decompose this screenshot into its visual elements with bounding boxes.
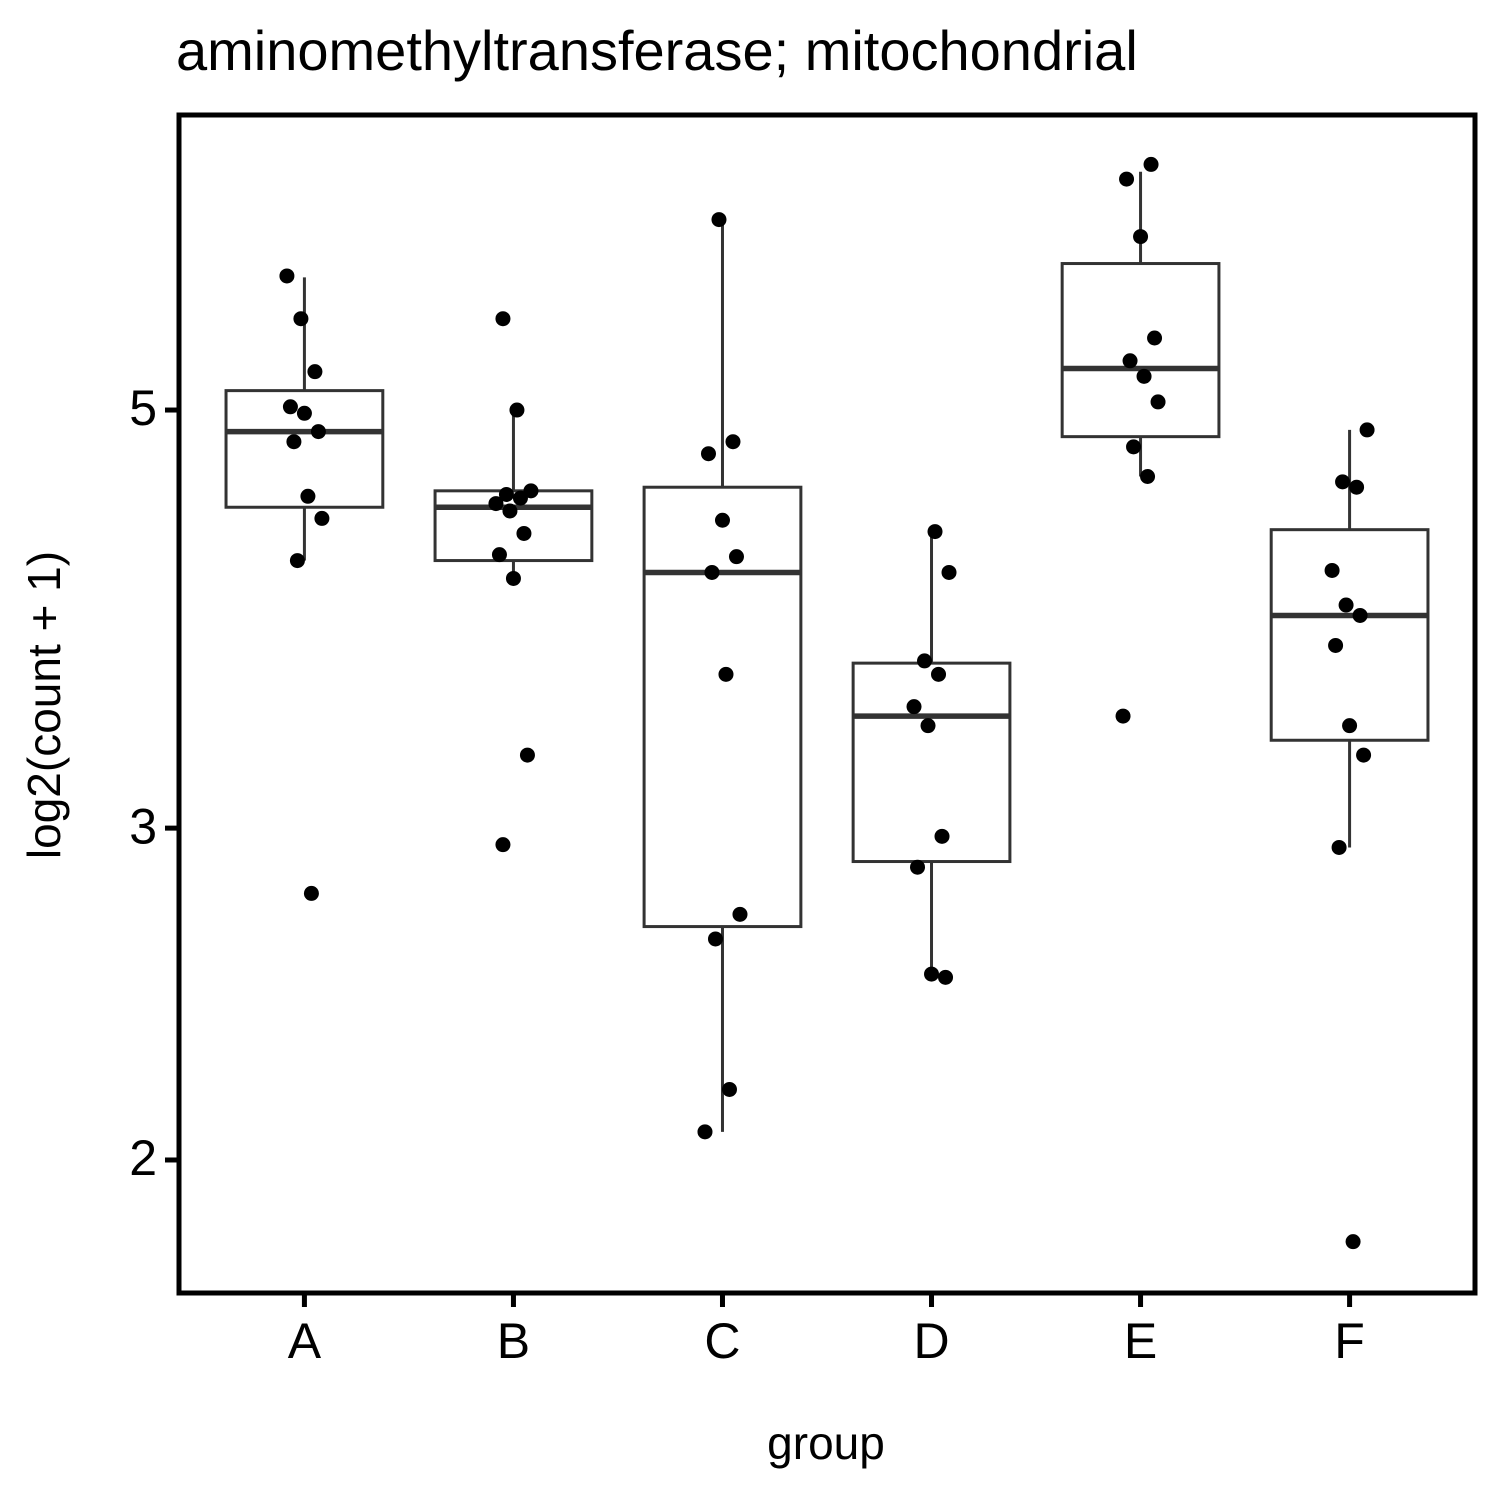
data-point — [1115, 708, 1131, 724]
data-point — [718, 666, 734, 682]
data-point — [910, 859, 926, 875]
data-point — [286, 434, 302, 450]
plot-border — [176, 112, 1478, 1296]
data-point — [1352, 607, 1368, 623]
data-point — [495, 311, 511, 327]
data-point — [1136, 368, 1152, 384]
data-point — [1345, 1234, 1361, 1250]
data-point — [931, 666, 947, 682]
y-tick-label: 3 — [129, 798, 157, 854]
data-point — [488, 496, 504, 512]
data-point — [1328, 637, 1344, 653]
data-point — [289, 553, 305, 569]
data-point — [1359, 422, 1375, 438]
data-point — [707, 931, 723, 947]
data-point — [512, 490, 528, 506]
y-tick-label: 2 — [129, 1130, 157, 1186]
data-point — [732, 906, 748, 922]
data-point — [714, 512, 730, 528]
data-point — [1126, 439, 1142, 455]
x-tick-label: D — [913, 1313, 949, 1369]
data-point — [1140, 468, 1156, 484]
data-point — [934, 828, 950, 844]
data-point — [728, 549, 744, 565]
data-point — [1147, 330, 1163, 346]
data-point — [700, 446, 716, 462]
data-point — [1335, 474, 1351, 490]
box — [1060, 262, 1221, 439]
data-point — [941, 564, 957, 580]
data-point — [310, 424, 326, 440]
x-axis-label: group — [767, 1417, 885, 1469]
data-point — [1356, 747, 1372, 763]
data-point — [1119, 171, 1135, 187]
box — [433, 489, 594, 563]
data-point — [314, 510, 330, 526]
data-point — [502, 503, 518, 519]
data-point — [920, 718, 936, 734]
box — [1269, 528, 1430, 742]
chart-title: aminomethyltransferase; mitochondrial — [176, 19, 1138, 82]
data-point — [498, 486, 514, 502]
x-tick-label: E — [1124, 1313, 1157, 1369]
data-point — [697, 1124, 713, 1140]
y-tick-label: 5 — [129, 380, 157, 436]
data-point — [509, 402, 525, 418]
x-tick-label: B — [497, 1313, 530, 1369]
data-point — [927, 524, 943, 540]
data-point — [516, 525, 532, 541]
x-tick-label: C — [704, 1313, 740, 1369]
y-axis-label: log2(count + 1) — [18, 551, 70, 859]
data-point — [293, 311, 309, 327]
x-tick-label: F — [1334, 1313, 1365, 1369]
data-point — [721, 1081, 737, 1097]
data-point — [711, 212, 727, 228]
data-point — [505, 570, 521, 586]
data-point — [491, 547, 507, 563]
data-point — [1133, 229, 1149, 245]
data-point — [917, 653, 933, 669]
data-point — [924, 966, 940, 982]
data-point — [906, 699, 922, 715]
data-point — [704, 564, 720, 580]
box — [851, 661, 1012, 864]
data-point — [1331, 839, 1347, 855]
data-point — [1324, 562, 1340, 578]
box — [642, 485, 803, 929]
data-point — [303, 885, 319, 901]
data-point — [300, 488, 316, 504]
data-point — [1349, 479, 1365, 495]
data-point — [1143, 156, 1159, 172]
data-point — [279, 268, 295, 284]
x-tick-label: A — [288, 1313, 322, 1369]
data-point — [938, 969, 954, 985]
data-point — [296, 405, 312, 421]
data-point — [523, 483, 539, 499]
data-point — [1150, 394, 1166, 410]
data-point — [1342, 718, 1358, 734]
data-point — [282, 399, 298, 415]
data-point — [1338, 597, 1354, 613]
data-point — [307, 364, 323, 380]
data-point — [1122, 353, 1138, 369]
data-point — [725, 434, 741, 450]
data-point — [495, 837, 511, 853]
data-point — [519, 747, 535, 763]
